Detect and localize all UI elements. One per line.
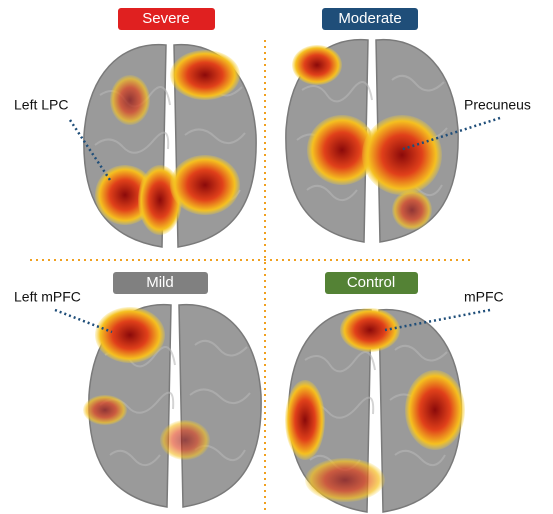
annotation: mPFC: [464, 289, 504, 305]
brain-control: [285, 308, 465, 512]
brain-severe: [84, 45, 256, 247]
panel-label: Moderate: [338, 10, 401, 27]
figure: Severe Moderate Mild Control Left LPC Pr…: [0, 0, 553, 514]
panel-label: Severe: [142, 10, 190, 27]
panel-label: Mild: [146, 274, 174, 291]
annotation: Precuneus: [464, 97, 531, 113]
brain-mild: [83, 305, 261, 507]
annotation: Left LPC: [14, 97, 68, 113]
panel-label: Control: [347, 274, 395, 291]
annotation: Left mPFC: [14, 289, 81, 305]
